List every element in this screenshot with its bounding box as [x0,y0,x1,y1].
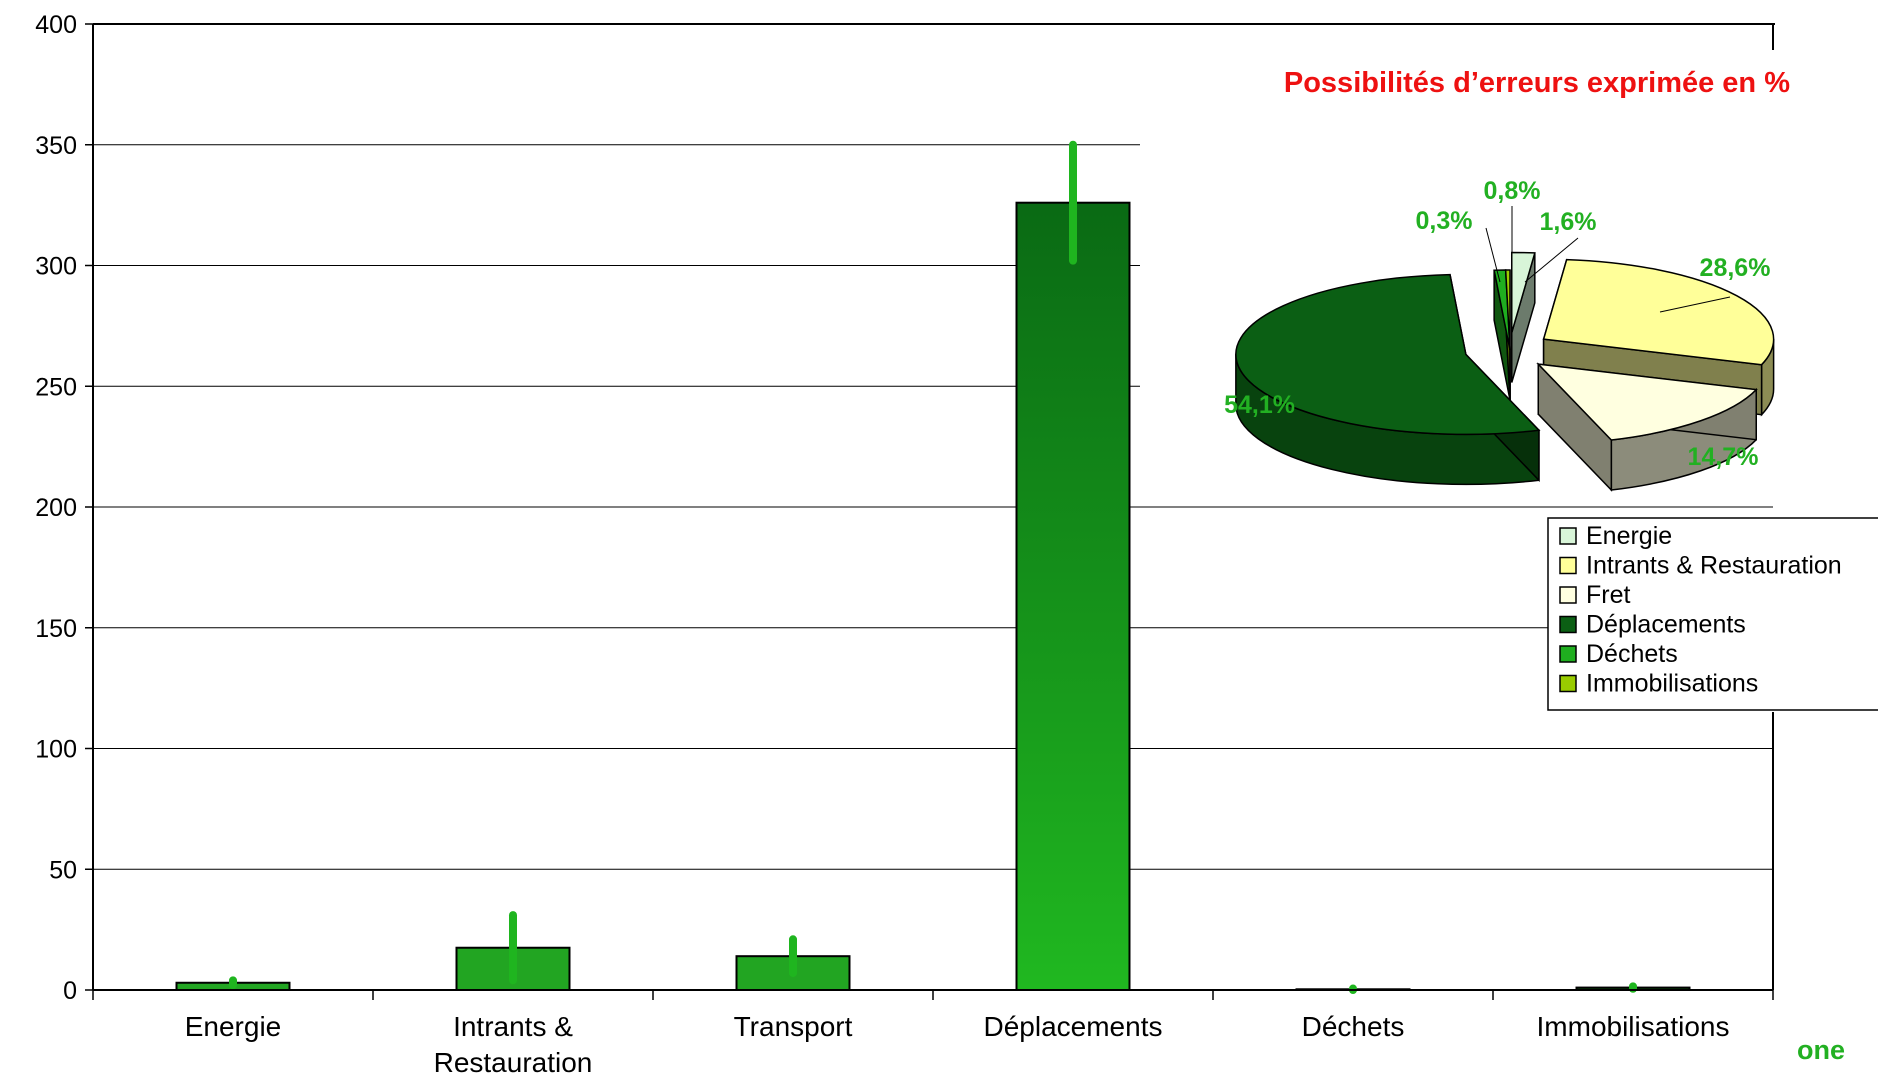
y-tick-label-50: 50 [49,856,77,884]
y-axis-ticks: 0 50 100 150 200 250 300 350 400 [35,11,93,1005]
pie-label-intrants-restauration: 28,6% [1700,254,1771,282]
pie-title: Possibilités d’erreurs exprimée en % [1284,67,1790,99]
category-label-5-0: Immobilisations [1537,1011,1730,1042]
category-label-0-0: Energie [185,1011,282,1042]
x-axis-ticks [92,990,1774,1000]
y-tick-label-150: 150 [35,615,77,643]
pie-slice-fret [1536,363,1758,441]
legend-label-dechets: Déchets [1586,640,1678,668]
bar-d-placements [1015,201,1131,991]
pie-label-dechets: 0,8% [1484,177,1541,205]
y-tick-label-200: 200 [35,494,77,522]
legend-label-fret: Fret [1586,581,1631,609]
legend-swatch-intrants-restauration [1559,556,1577,575]
pie-label-immobilisations: 0,3% [1416,207,1473,235]
pie-chart [1235,251,1775,492]
y-tick-label-250: 250 [35,373,77,401]
legend-label-energie: Energie [1586,522,1672,550]
pie-leader-immobilisations [1485,227,1501,283]
legend-label-intrants-restauration: Intrants & Restauration [1586,552,1842,580]
category-label-1-1: Restauration [434,1047,593,1078]
legend-swatch-fret [1559,586,1577,604]
category-label-2-0: Transport [734,1011,853,1042]
pie-label-deplacements: 54,1% [1224,391,1295,419]
pie-slice-deplacements [1235,273,1541,436]
pie-leader-energie [1524,237,1579,283]
y-tick-label-0: 0 [63,977,77,1005]
category-label-3-0: Déplacements [984,1011,1163,1042]
pie-label-fret: 14,7% [1688,443,1759,471]
legend-swatch-energie [1559,527,1577,545]
footer-fragment: one [1797,1035,1845,1065]
bars [175,201,1691,992]
pie-labels: 1,6% 28,6% 14,7% 54,1% 0,8% 0,3% [1224,177,1770,471]
legend-swatch-deplacements [1559,615,1577,634]
legend-box [1547,517,1878,711]
pie-slice-intrants-restauration [1542,258,1775,366]
y-tick-label-100: 100 [35,736,77,764]
pie-slice-immobilisations [1504,269,1511,351]
grid-lines [93,144,1773,870]
legend-label-immobilisations: Immobilisations [1586,670,1758,698]
legend-swatch-dechets [1559,645,1577,663]
y-tick-label-400: 400 [35,11,77,39]
error-bars [229,140,1637,994]
y-tick-label-300: 300 [35,253,77,281]
category-labels: Energie Intrants & Restauration Transport Dé… [185,1011,1730,1078]
pie-label-energie: 1,6% [1540,208,1597,236]
y-tick-label-350: 350 [35,132,77,160]
category-label-4-0: Déchets [1302,1011,1405,1042]
category-label-1-0: Intrants & [453,1011,573,1042]
legend-swatch-immobilisations [1559,674,1577,693]
legend-label-deplacements: Déplacements [1586,611,1746,639]
pie-leader-intrants-restauration [1659,296,1731,313]
